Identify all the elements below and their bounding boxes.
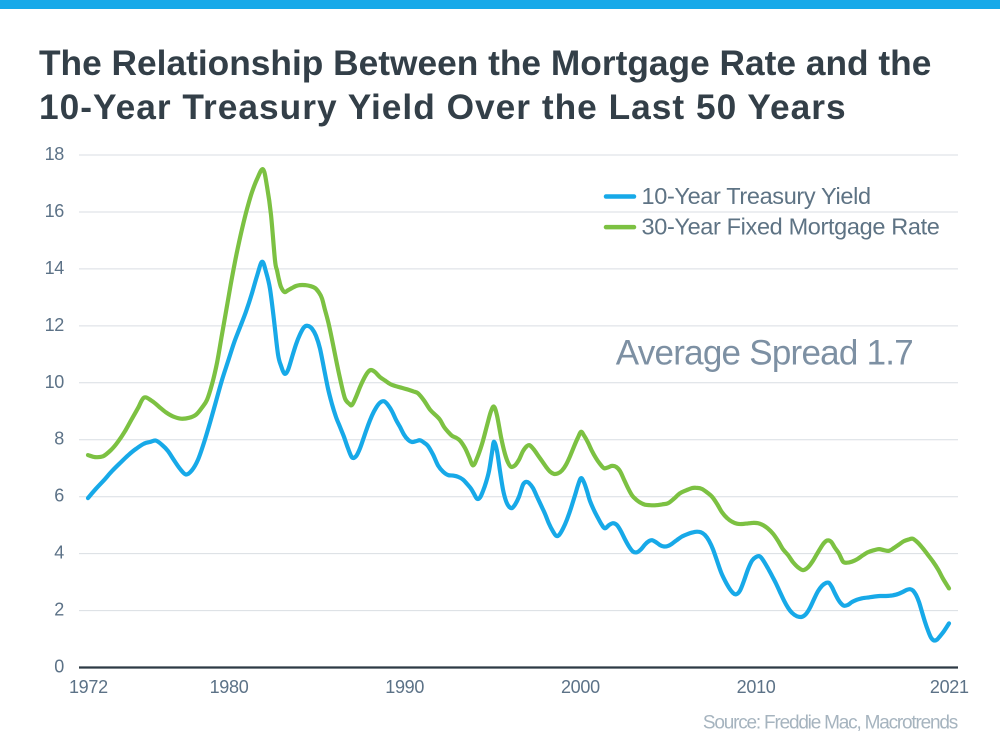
svg-text:4: 4: [54, 543, 64, 563]
svg-text:0: 0: [54, 657, 64, 677]
svg-text:2000: 2000: [561, 677, 600, 697]
svg-text:2: 2: [54, 600, 64, 620]
svg-text:8: 8: [54, 429, 64, 449]
svg-text:Average Spread 1.7: Average Spread 1.7: [616, 334, 913, 373]
svg-text:18: 18: [45, 144, 65, 164]
svg-text:1972: 1972: [69, 677, 108, 697]
svg-text:30-Year Fixed Mortgage Rate: 30-Year Fixed Mortgage Rate: [642, 214, 940, 240]
svg-text:1980: 1980: [210, 677, 249, 697]
svg-text:2010: 2010: [737, 677, 776, 697]
svg-text:14: 14: [45, 258, 65, 278]
svg-text:16: 16: [45, 201, 65, 221]
svg-text:2021: 2021: [930, 677, 969, 697]
svg-text:1990: 1990: [385, 677, 424, 697]
svg-text:10: 10: [45, 372, 65, 392]
svg-text:10-Year Treasury Yield: 10-Year Treasury Yield: [642, 183, 871, 209]
svg-text:12: 12: [45, 315, 65, 335]
svg-text:6: 6: [54, 486, 64, 506]
svg-text:Source: Freddie Mac, Macrotren: Source: Freddie Mac, Macrotrends: [703, 713, 958, 734]
